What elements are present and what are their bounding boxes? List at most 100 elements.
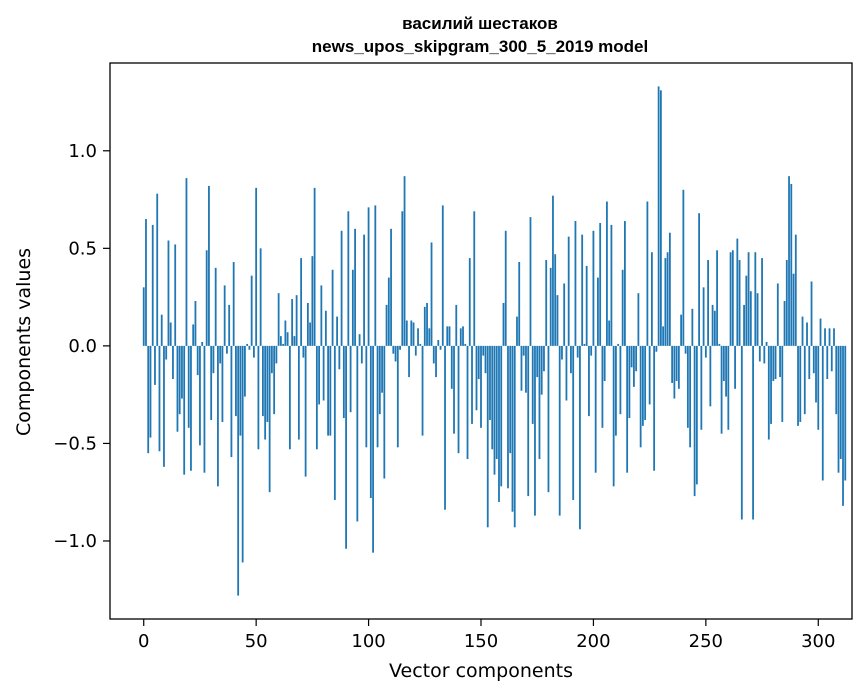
y-axis-ticks: −1.0 −0.5 0.0 0.5 1.0 (53, 141, 110, 552)
bar (837, 345, 840, 473)
bar (646, 201, 649, 346)
bar (356, 345, 359, 522)
bar (277, 293, 280, 346)
bar (320, 285, 323, 346)
bar (450, 345, 453, 389)
bar (423, 306, 426, 346)
x-tick-label: 0 (138, 631, 149, 652)
bar (819, 318, 822, 346)
bar (199, 345, 201, 446)
bar (734, 345, 736, 389)
bar (392, 345, 395, 354)
bar (399, 345, 401, 350)
x-tick-label: 200 (576, 631, 610, 652)
bar (695, 345, 698, 485)
bar (315, 345, 318, 450)
bar (232, 261, 235, 346)
bar (565, 345, 568, 401)
bar (333, 345, 336, 500)
bar (414, 345, 417, 356)
bar (259, 248, 262, 346)
bar (682, 189, 685, 346)
bar (250, 275, 253, 346)
bar (707, 260, 709, 346)
bar (385, 304, 388, 346)
bar (603, 345, 606, 381)
bar (284, 320, 287, 346)
bar (839, 345, 842, 460)
bar (145, 219, 147, 346)
bar (581, 234, 584, 346)
bar (700, 345, 703, 430)
bar (525, 345, 527, 393)
bar (464, 343, 467, 346)
bar (304, 345, 307, 477)
bar (628, 345, 631, 419)
bar (738, 260, 741, 346)
bar (563, 283, 566, 346)
bar (486, 345, 489, 528)
bar (196, 345, 199, 376)
bar (396, 345, 399, 448)
bar (538, 345, 541, 460)
bar (653, 345, 656, 471)
bar (745, 275, 748, 346)
bar (776, 283, 779, 346)
bar (349, 345, 352, 413)
bar (761, 258, 763, 346)
bar (351, 269, 354, 346)
bar (491, 345, 494, 450)
bar (201, 341, 204, 346)
bar (203, 345, 206, 473)
bar (590, 345, 593, 356)
bar (783, 301, 786, 346)
bar (821, 345, 824, 481)
bar (295, 295, 298, 346)
bar (543, 345, 545, 372)
bar (279, 336, 282, 346)
bar (324, 310, 327, 346)
bar (390, 228, 392, 346)
bar (570, 345, 572, 374)
bar (214, 267, 217, 346)
bar (340, 230, 343, 346)
bar (313, 187, 316, 346)
bar (835, 345, 838, 415)
bar (686, 345, 689, 428)
bar (403, 176, 406, 346)
bar (797, 345, 799, 426)
bar (594, 345, 597, 473)
bar (257, 345, 260, 450)
bar (311, 256, 314, 346)
bar (178, 345, 181, 415)
bar (630, 345, 633, 368)
chart-subtitle: news_upos_skipgram_300_5_2019 model (312, 37, 648, 56)
bar (484, 345, 487, 374)
bar (657, 86, 660, 346)
bar (659, 90, 662, 346)
bar (212, 345, 215, 374)
bar (817, 345, 820, 430)
bar (684, 345, 687, 354)
bar (235, 345, 237, 417)
bar (275, 345, 278, 364)
bar (806, 322, 808, 346)
bar (428, 328, 431, 346)
bar (208, 185, 210, 346)
bar (531, 345, 534, 424)
bar (691, 308, 694, 346)
bar (731, 250, 734, 346)
bar (282, 343, 285, 346)
bar (318, 345, 321, 405)
bar (374, 205, 377, 346)
bar (435, 345, 437, 378)
bar (329, 345, 332, 436)
bar (417, 328, 419, 346)
bar (237, 345, 240, 596)
bar (558, 345, 561, 516)
bar (583, 343, 586, 346)
bar (716, 250, 718, 346)
bar (844, 345, 847, 481)
bar (754, 252, 757, 346)
bar (262, 345, 264, 417)
